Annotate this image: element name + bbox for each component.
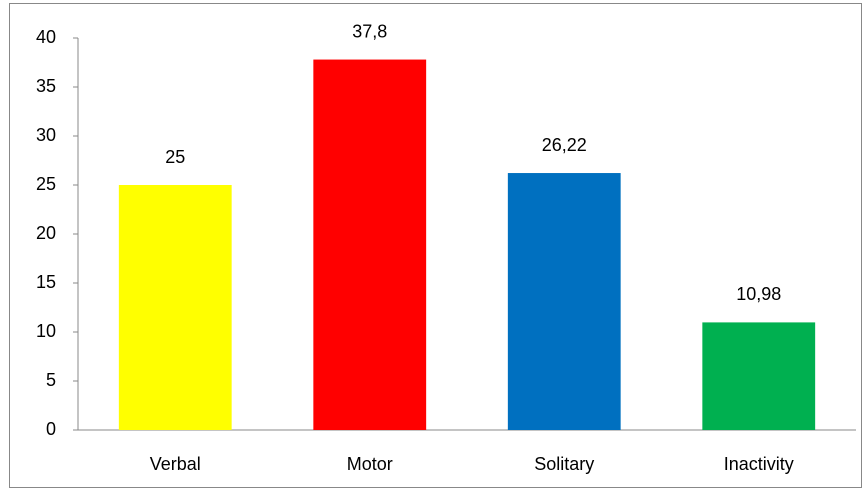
y-tick-label: 10 xyxy=(36,321,56,341)
y-tick-label: 0 xyxy=(46,419,56,439)
y-tick-label: 35 xyxy=(36,76,56,96)
data-label: 25 xyxy=(165,147,185,167)
data-label: 10,98 xyxy=(736,284,781,304)
data-label: 26,22 xyxy=(542,135,587,155)
x-tick-label: Inactivity xyxy=(724,454,794,474)
y-tick-label: 20 xyxy=(36,223,56,243)
bar xyxy=(313,59,427,431)
y-tick-label: 5 xyxy=(46,370,56,390)
bar xyxy=(118,185,232,430)
data-label: 37,8 xyxy=(352,21,387,41)
x-tick-label: Verbal xyxy=(150,454,201,474)
x-tick-label: Motor xyxy=(347,454,393,474)
bar xyxy=(702,322,816,430)
y-tick-label: 40 xyxy=(36,27,56,47)
y-tick-label: 25 xyxy=(36,174,56,194)
y-tick-label: 15 xyxy=(36,272,56,292)
y-tick-label: 30 xyxy=(36,125,56,145)
x-tick-label: Solitary xyxy=(534,454,594,474)
bar xyxy=(507,173,621,430)
